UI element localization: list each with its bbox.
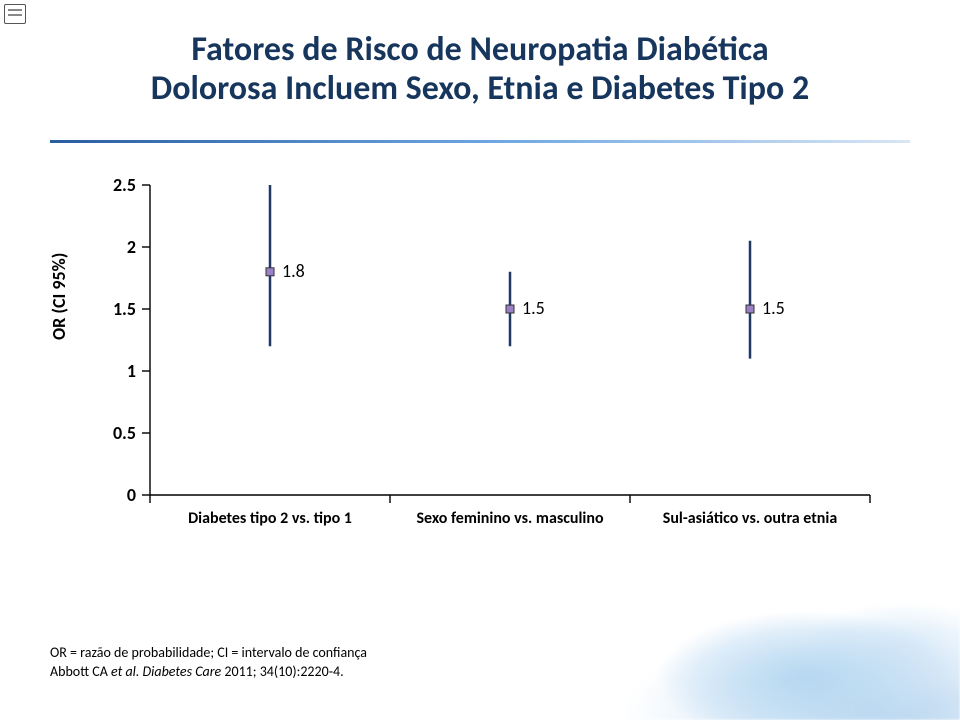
svg-text:1.5: 1.5 [522,297,545,319]
or-chart: 0 0.5 1 1.5 2 2.5 1.8 1.5 1.5 [80,175,880,535]
svg-text:1.8: 1.8 [282,260,305,282]
footnote-line1: OR = razão de probabilidade; CI = interv… [50,643,367,663]
title-line2: Dolorosa Incluem Sexo, Etnia e Diabetes … [0,69,960,108]
svg-text:2: 2 [127,236,136,258]
title-line1: Fatores de Risco de Neuropatia Diabética [0,30,960,69]
svg-text:1.5: 1.5 [762,297,785,319]
svg-text:1.5: 1.5 [113,298,136,320]
svg-text:0.5: 0.5 [113,422,136,444]
slide: Fatores de Risco de Neuropatia Diabética… [0,0,960,720]
x-category-label: Sexo feminino vs. masculino [390,509,630,528]
decorative-water [480,530,960,720]
title-underline [50,140,910,143]
notes-icon[interactable] [4,4,26,24]
footnote-ref: Abbott CA et al. Diabetes Care 2011; 34(… [50,662,367,682]
svg-text:0: 0 [127,484,136,506]
svg-text:2.5: 2.5 [113,175,136,196]
svg-text:1: 1 [127,360,136,382]
x-category-label: Sul-asiático vs. outra etnia [630,509,870,528]
y-axis-label: OR (CI 95%) [48,253,70,340]
x-category-label: Diabetes tipo 2 vs. tipo 1 [150,509,390,528]
page-title: Fatores de Risco de Neuropatia Diabética… [0,30,960,108]
footnote: OR = razão de probabilidade; CI = interv… [50,643,367,682]
